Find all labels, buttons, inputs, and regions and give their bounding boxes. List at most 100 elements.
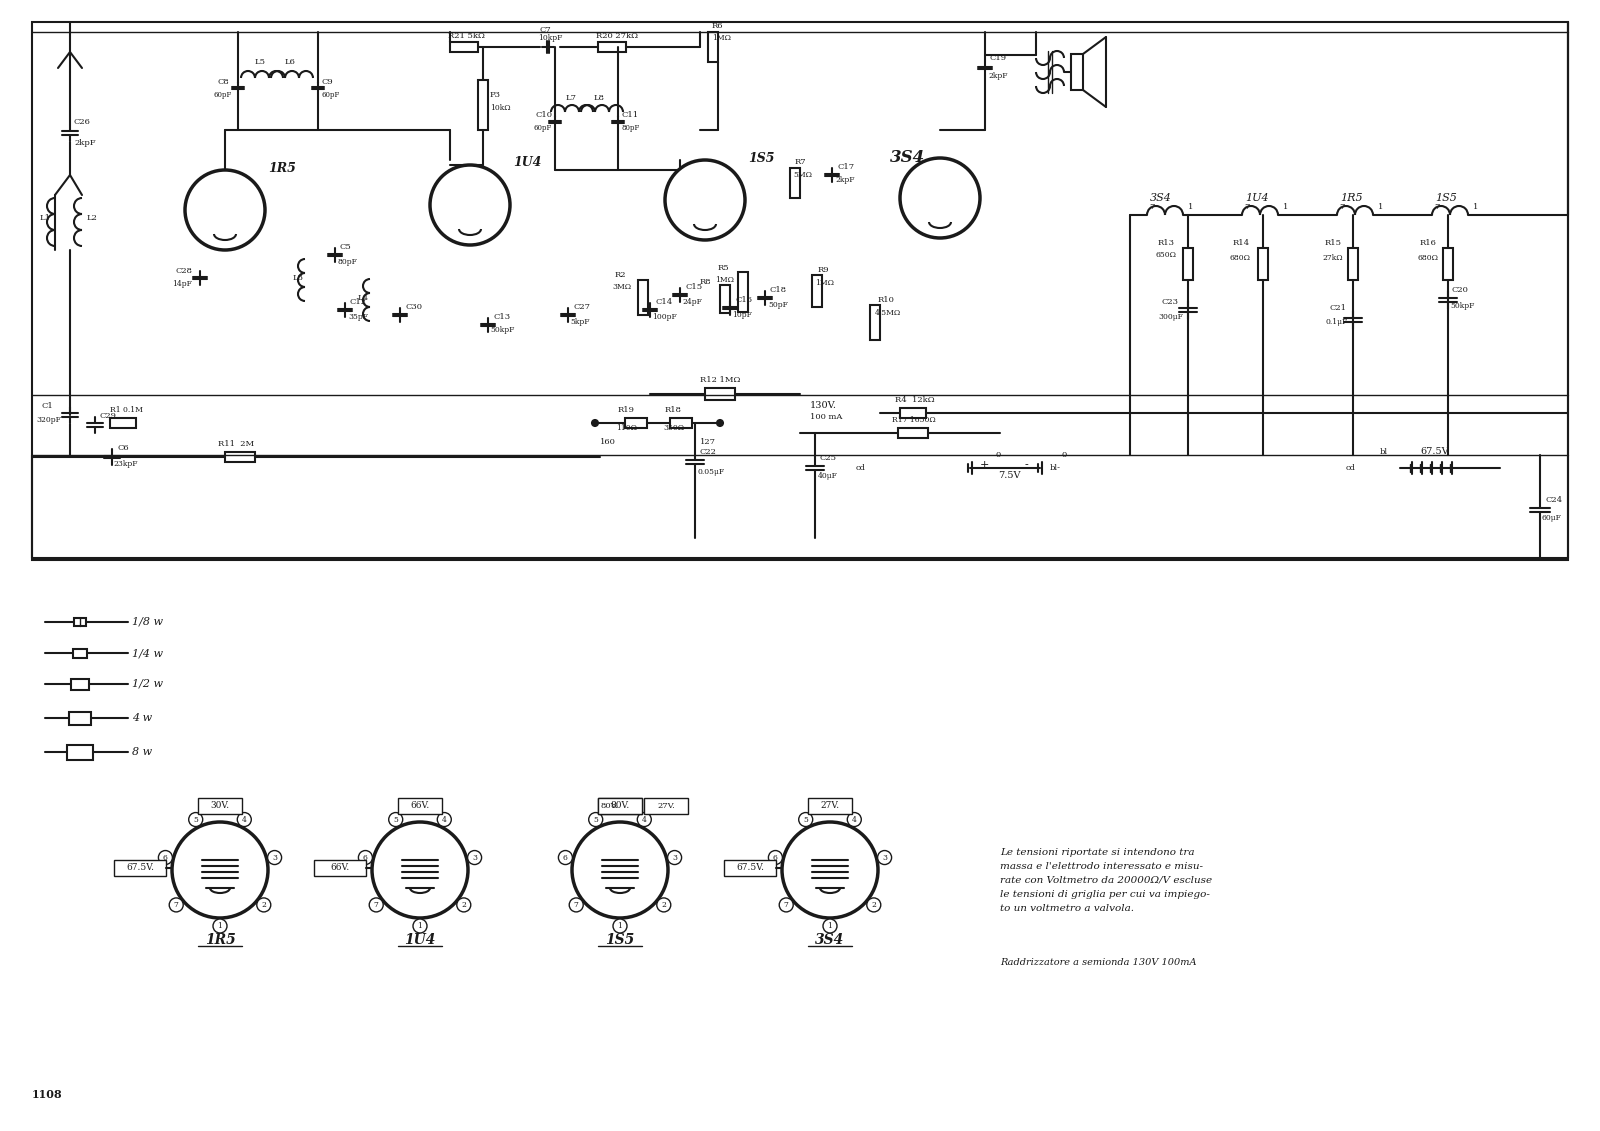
Text: 2: 2 [461,901,466,909]
Text: 1MΩ: 1MΩ [715,276,734,284]
Text: 3: 3 [472,854,477,862]
Text: 2: 2 [872,901,877,909]
Bar [1182,248,1194,280]
Bar [114,860,166,877]
Text: 10pF: 10pF [733,311,752,319]
Text: 80pF: 80pF [622,124,640,132]
Text: 24pF: 24pF [682,297,702,307]
Circle shape [358,851,373,864]
Text: 50kpF: 50kpF [1450,302,1474,310]
Text: 7: 7 [1149,202,1154,211]
Text: 67.5V.: 67.5V. [126,863,154,872]
Text: C30: C30 [405,303,422,311]
Text: 5: 5 [594,815,598,823]
Text: R20 27kΩ: R20 27kΩ [595,32,638,40]
Bar [1070,54,1083,90]
Text: R18: R18 [666,406,682,414]
Text: 7: 7 [784,901,789,909]
Text: 50pF: 50pF [768,301,787,309]
Text: 1R5: 1R5 [205,933,235,947]
Circle shape [867,898,880,912]
Circle shape [173,822,269,918]
Bar [598,42,626,52]
Circle shape [213,920,227,933]
Text: L4: L4 [358,294,370,302]
Text: L3: L3 [293,274,304,282]
Circle shape [437,812,451,827]
Circle shape [592,420,598,426]
Text: 7: 7 [174,901,179,909]
Text: 6: 6 [163,854,168,862]
Circle shape [899,158,979,238]
Text: 1: 1 [218,922,222,930]
Text: 1U4: 1U4 [514,156,541,170]
Text: 5: 5 [803,815,808,823]
Text: 1: 1 [418,922,422,930]
Text: cd: cd [856,464,866,472]
Bar [74,649,86,658]
Circle shape [267,851,282,864]
Text: 6: 6 [773,854,778,862]
Text: 0: 0 [1062,451,1067,459]
Text: 4: 4 [442,815,446,823]
Text: 5: 5 [194,815,198,823]
Text: C20: C20 [1453,286,1469,294]
Bar [738,271,749,312]
Circle shape [613,920,627,933]
Text: 0: 0 [995,451,1000,459]
Text: 80pF: 80pF [338,258,358,266]
Text: 320pF: 320pF [35,416,61,424]
Bar [1347,248,1358,280]
Text: 1: 1 [1283,202,1288,211]
Text: 5kpF: 5kpF [570,318,589,326]
Text: 6: 6 [363,854,368,862]
Circle shape [798,812,813,827]
Text: 7: 7 [1245,202,1250,211]
Bar [899,408,926,418]
Text: 35pF: 35pF [349,313,368,321]
Text: 0.1μF: 0.1μF [1326,318,1349,326]
Text: 7.5V: 7.5V [998,470,1021,480]
Text: R8: R8 [701,278,712,286]
Text: 27V.: 27V. [821,802,840,811]
Text: bl-: bl- [1050,464,1061,472]
Text: L8: L8 [594,94,605,102]
Circle shape [570,898,584,912]
Text: 5MΩ: 5MΩ [794,171,813,179]
Text: 1S5: 1S5 [749,152,774,164]
Text: 3: 3 [272,854,277,862]
Text: 680Ω: 680Ω [1230,254,1251,262]
Text: C24: C24 [1546,497,1562,504]
Circle shape [256,898,270,912]
Bar [790,169,800,198]
Text: 300μF: 300μF [1158,313,1182,321]
Text: C28: C28 [174,267,192,275]
Text: 1/2 w: 1/2 w [131,679,163,689]
Text: C5: C5 [339,243,352,251]
Circle shape [666,159,746,240]
Circle shape [189,812,203,827]
Bar [398,798,442,814]
Text: 3S4: 3S4 [1150,193,1171,202]
Text: R17 1650Ω: R17 1650Ω [893,416,936,424]
Text: C16: C16 [734,296,752,304]
Text: 50kpF: 50kpF [490,326,514,334]
Text: 7: 7 [1339,202,1344,211]
Text: 160: 160 [600,438,616,446]
Text: 1108: 1108 [32,1089,62,1100]
Text: L2: L2 [86,214,98,222]
Text: 5: 5 [394,815,398,823]
Text: 60μF: 60μF [1542,513,1562,523]
Circle shape [237,812,251,827]
Text: L6: L6 [285,58,296,66]
Bar [626,418,646,428]
Text: R11  2M: R11 2M [218,440,254,448]
Text: 1: 1 [618,922,622,930]
Bar [720,285,730,313]
Text: 80V.: 80V. [610,802,630,811]
Text: 1S5: 1S5 [1435,193,1458,202]
Text: 2kpF: 2kpF [835,176,854,184]
Text: 60pF: 60pF [322,90,341,100]
Text: R10: R10 [878,296,894,304]
Bar [1258,248,1267,280]
